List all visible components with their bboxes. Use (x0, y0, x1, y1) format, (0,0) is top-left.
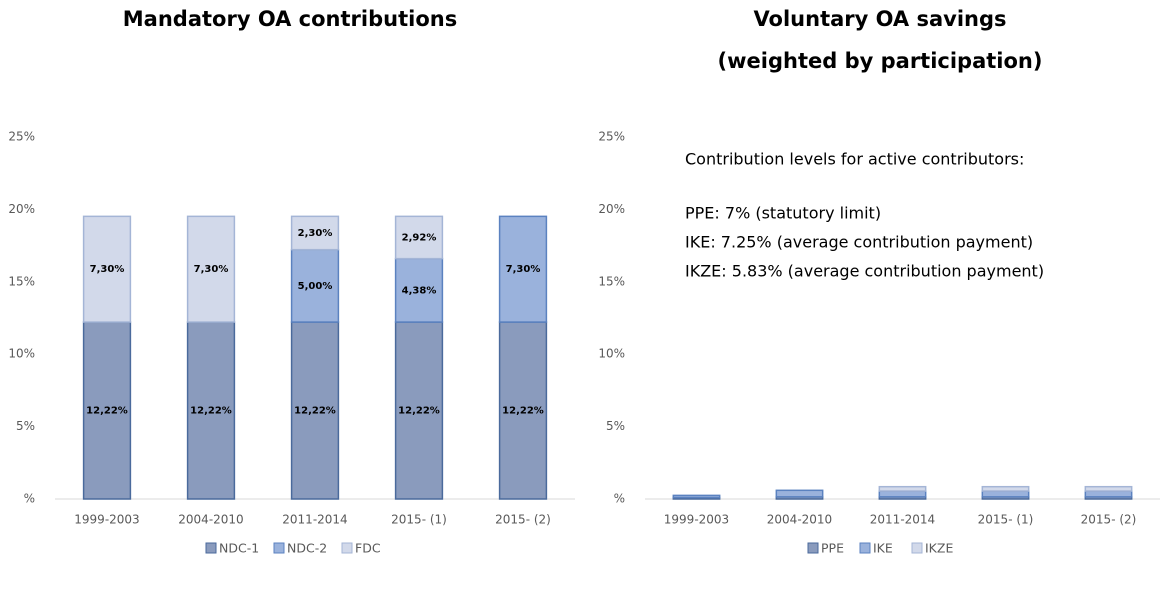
x-tick-label: 2004-2010 (178, 513, 243, 527)
legend-label: NDC-1 (219, 541, 259, 556)
bar-segment (672, 494, 721, 499)
y-tick-label: 5% (16, 419, 35, 433)
x-tick-label: 2011-2014 (282, 513, 347, 527)
bar-segment (1084, 485, 1133, 492)
data-label: 7,30% (194, 264, 229, 275)
x-tick-label: 2015- (2) (495, 513, 551, 527)
annotation: Contribution levels for active contribut… (685, 150, 1024, 169)
chart-title: (weighted by participation) (718, 49, 1043, 73)
legend-label: IKE (873, 541, 893, 556)
chart-title: Mandatory OA contributions (123, 7, 457, 31)
y-tick-label: % (24, 492, 35, 506)
y-tick-label: 20% (598, 202, 625, 216)
data-label: 7,30% (90, 264, 125, 275)
data-label: 2,92% (402, 232, 437, 243)
x-tick-label: 1999-2003 (664, 513, 729, 527)
x-tick-label: 2015- (2) (1081, 513, 1137, 527)
bar-segment (290, 248, 340, 323)
y-tick-label: 25% (598, 130, 625, 144)
bar-segment (290, 215, 340, 251)
data-label: 12,22% (398, 406, 440, 417)
bar-segment (394, 321, 444, 500)
bar-segment (878, 490, 927, 498)
y-tick-label: 20% (8, 202, 35, 216)
bar-segment (1084, 490, 1133, 498)
bar-segment (498, 215, 548, 323)
x-tick-label: 2004-2010 (767, 513, 832, 527)
bar-segment (775, 489, 824, 498)
y-tick-label: 25% (8, 130, 35, 144)
legend-swatch (859, 542, 871, 554)
bar-segment (981, 490, 1030, 498)
legend-label: NDC-2 (287, 541, 327, 556)
legend-label: IKZE (925, 541, 953, 556)
y-tick-label: 15% (598, 274, 625, 288)
y-tick-label: 5% (606, 419, 625, 433)
bar-segment (82, 215, 132, 323)
y-tick-label: 10% (598, 347, 625, 361)
chart-title: Voluntary OA savings (753, 7, 1006, 31)
legend-swatch (205, 542, 217, 554)
data-label: 12,22% (294, 406, 336, 417)
data-label: 2,30% (298, 228, 333, 239)
x-tick-label: 2011-2014 (870, 513, 935, 527)
bar-segment (878, 485, 927, 492)
legend-swatch (807, 542, 819, 554)
x-tick-label: 2015- (1) (978, 513, 1034, 527)
annotation: PPE: 7% (statutory limit) (685, 204, 881, 223)
data-label: 4,38% (402, 285, 437, 296)
legend-label: PPE (821, 541, 844, 556)
data-label: 5,00% (298, 281, 333, 292)
legend-swatch (911, 542, 923, 554)
bar-segment (394, 215, 444, 260)
legend-label: FDC (355, 541, 381, 556)
bar-segment (981, 485, 1030, 492)
x-tick-label: 1999-2003 (74, 513, 139, 527)
data-label: 12,22% (502, 406, 544, 417)
data-label: 12,22% (86, 406, 128, 417)
legend-swatch (273, 542, 285, 554)
legend-swatch (341, 542, 353, 554)
annotation: IKZE: 5.83% (average contribution paymen… (685, 262, 1044, 281)
bar-segment (186, 215, 236, 323)
bar-segment (498, 321, 548, 500)
y-tick-label: 10% (8, 347, 35, 361)
x-tick-label: 2015- (1) (391, 513, 447, 527)
data-label: 12,22% (190, 406, 232, 417)
bar-segment (290, 321, 340, 500)
annotation: IKE: 7.25% (average contribution payment… (685, 233, 1033, 252)
y-tick-label: % (614, 492, 625, 506)
data-label: 7,30% (506, 264, 541, 275)
y-tick-label: 15% (8, 274, 35, 288)
bar-segment (82, 321, 132, 500)
bar-segment (394, 257, 444, 323)
